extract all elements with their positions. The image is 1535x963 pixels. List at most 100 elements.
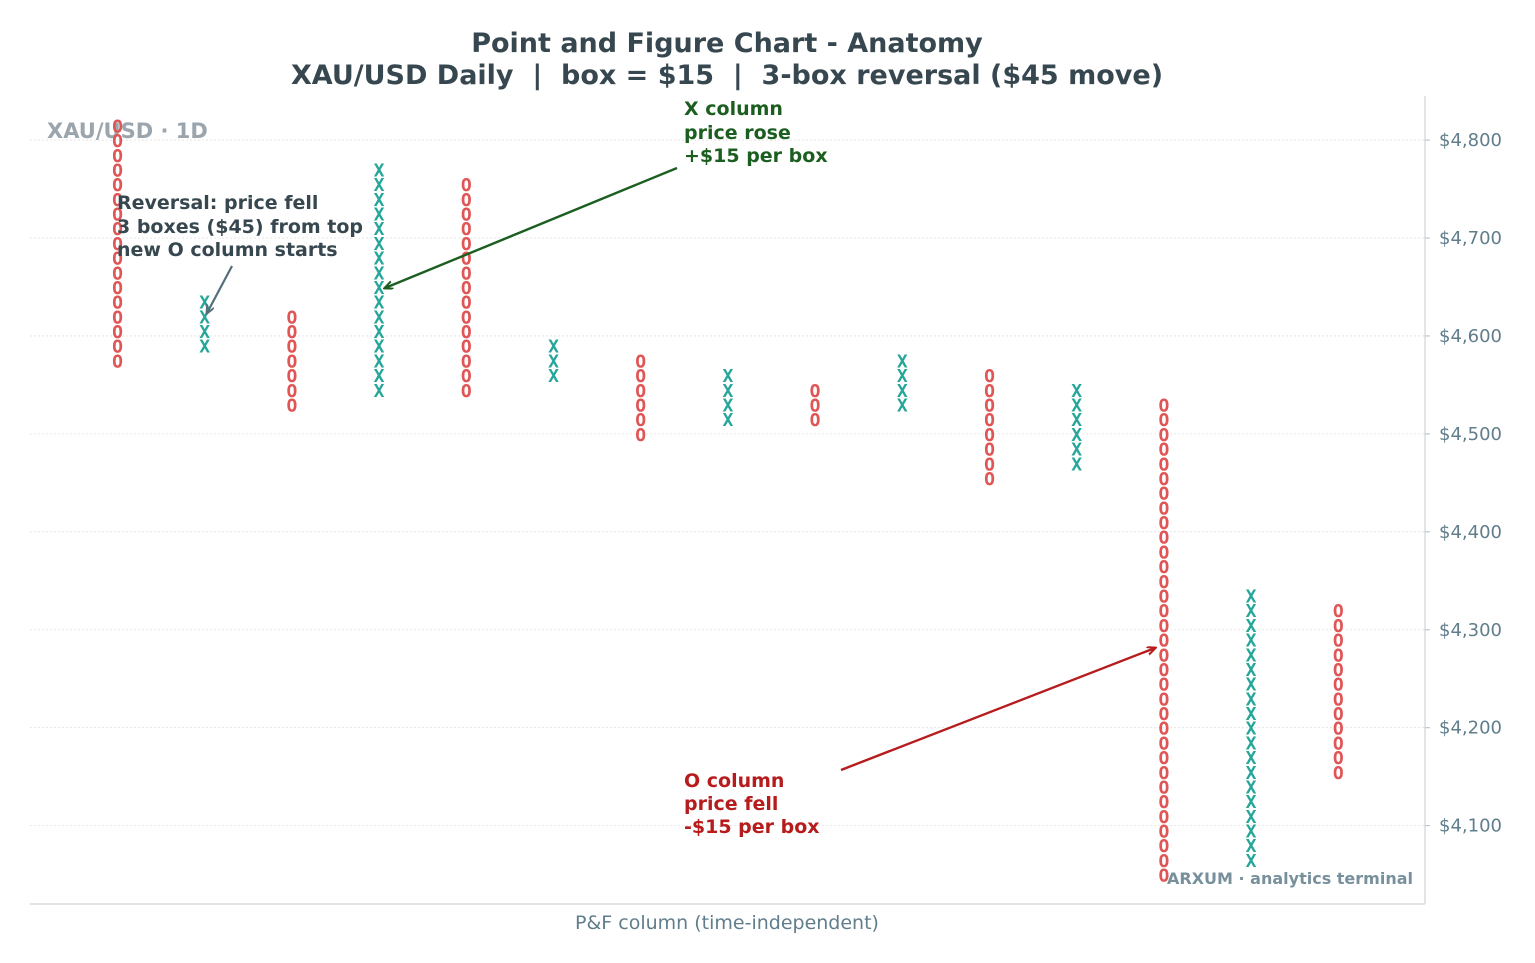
o-box-mark: O — [984, 381, 995, 402]
x-box-mark: X — [548, 366, 559, 387]
x-box-mark: X — [374, 278, 385, 299]
o-box-mark: O — [286, 337, 297, 358]
x-box-mark: X — [1246, 719, 1257, 740]
o-box-mark: O — [112, 293, 123, 314]
x-box-mark: X — [374, 160, 385, 181]
pf-columns: OOOOOOOOOOOOOOOOOXXXXOOOOOOOXXXXXXXXXXXX… — [112, 116, 1344, 886]
o-box-mark: O — [1333, 631, 1344, 652]
o-box-mark: O — [1158, 704, 1169, 725]
o-box-mark: O — [635, 366, 646, 387]
o-box-mark: O — [1158, 616, 1169, 637]
o-box-mark: O — [286, 396, 297, 417]
y-tick-label: $4,500 — [1439, 424, 1502, 445]
x-box-mark: X — [1246, 675, 1257, 696]
x-column-annotation-line-3: +$15 per box — [684, 145, 828, 167]
o-box-mark: O — [1158, 822, 1169, 843]
x-box-mark: X — [1246, 748, 1257, 769]
o-box-mark: O — [1158, 733, 1169, 754]
y-tick-label: $4,400 — [1439, 522, 1502, 543]
x-box-mark: X — [1246, 807, 1257, 828]
x-box-mark: X — [1246, 763, 1257, 784]
o-box-mark: O — [1333, 704, 1344, 725]
o-box-mark: O — [461, 263, 472, 284]
x-column-annotation-line-1: X column — [684, 98, 783, 120]
o-box-mark: O — [112, 278, 123, 299]
o-box-mark: O — [984, 440, 995, 461]
o-box-mark: O — [1158, 484, 1169, 505]
o-box-mark: O — [810, 381, 821, 402]
o-box-mark: O — [1158, 645, 1169, 666]
y-tick-label: $4,800 — [1439, 130, 1502, 151]
chart-subtitle: XAU/USD Daily | box = $15 | 3-box revers… — [291, 60, 1163, 91]
watermark-label: XAU/USD · 1D — [47, 119, 208, 143]
o-box-mark: O — [461, 366, 472, 387]
x-box-mark: X — [374, 351, 385, 372]
x-box-mark: X — [1071, 425, 1082, 446]
x-box-mark: X — [199, 293, 210, 314]
o-box-mark: O — [461, 351, 472, 372]
o-box-mark: O — [1333, 660, 1344, 681]
o-box-mark: O — [1158, 836, 1169, 857]
x-column-annotation-line-2: price rose — [684, 122, 791, 144]
o-box-mark: O — [1333, 733, 1344, 754]
o-box-mark: O — [286, 307, 297, 328]
x-box-mark: X — [1246, 836, 1257, 857]
o-box-mark: O — [1158, 586, 1169, 607]
y-tick-label: $4,700 — [1439, 228, 1502, 249]
x-box-mark: X — [1246, 822, 1257, 843]
o-box-mark: O — [461, 381, 472, 402]
o-column-annotation-line-2: price fell — [684, 793, 778, 815]
o-box-mark: O — [1158, 631, 1169, 652]
reversal-annotation-line-2: 3 boxes ($45) from top — [117, 216, 363, 238]
x-box-mark: X — [722, 366, 733, 387]
o-box-mark: O — [286, 351, 297, 372]
o-box-mark: O — [1333, 689, 1344, 710]
o-column-annotation: O column price fell -$15 per box — [684, 770, 820, 838]
reversal-annotation-line-3: new O column starts — [117, 239, 338, 261]
o-box-mark: O — [635, 410, 646, 431]
o-box-mark: O — [984, 366, 995, 387]
o-box-mark: O — [1158, 748, 1169, 769]
axes — [30, 96, 1426, 905]
o-box-mark: O — [461, 322, 472, 343]
x-box-mark: X — [1246, 601, 1257, 622]
o-box-mark: O — [1333, 601, 1344, 622]
o-box-mark: O — [1158, 689, 1169, 710]
x-box-mark: X — [199, 307, 210, 328]
o-box-mark: O — [112, 337, 123, 358]
o-box-mark: O — [112, 131, 123, 152]
o-box-mark: O — [1158, 498, 1169, 519]
x-box-mark: X — [1071, 440, 1082, 461]
x-box-mark: X — [897, 381, 908, 402]
x-box-mark: X — [548, 351, 559, 372]
o-box-mark: O — [1158, 454, 1169, 475]
o-box-mark: O — [1158, 807, 1169, 828]
x-box-mark: X — [374, 307, 385, 328]
o-box-mark: O — [1158, 410, 1169, 431]
o-box-mark: O — [1158, 792, 1169, 813]
x-box-mark: X — [1246, 616, 1257, 637]
o-box-mark: O — [1158, 851, 1169, 872]
x-box-mark: X — [374, 234, 385, 255]
o-box-mark: O — [1158, 866, 1169, 887]
x-box-mark: X — [1071, 396, 1082, 417]
x-box-mark: X — [722, 410, 733, 431]
gridlines — [30, 139, 1425, 827]
o-box-mark: O — [1158, 660, 1169, 681]
o-box-mark: O — [984, 410, 995, 431]
x-box-mark: X — [1246, 704, 1257, 725]
x-box-mark: X — [374, 366, 385, 387]
o-box-mark: O — [112, 175, 123, 196]
o-box-mark: O — [984, 425, 995, 446]
o-box-mark: O — [1333, 719, 1344, 740]
